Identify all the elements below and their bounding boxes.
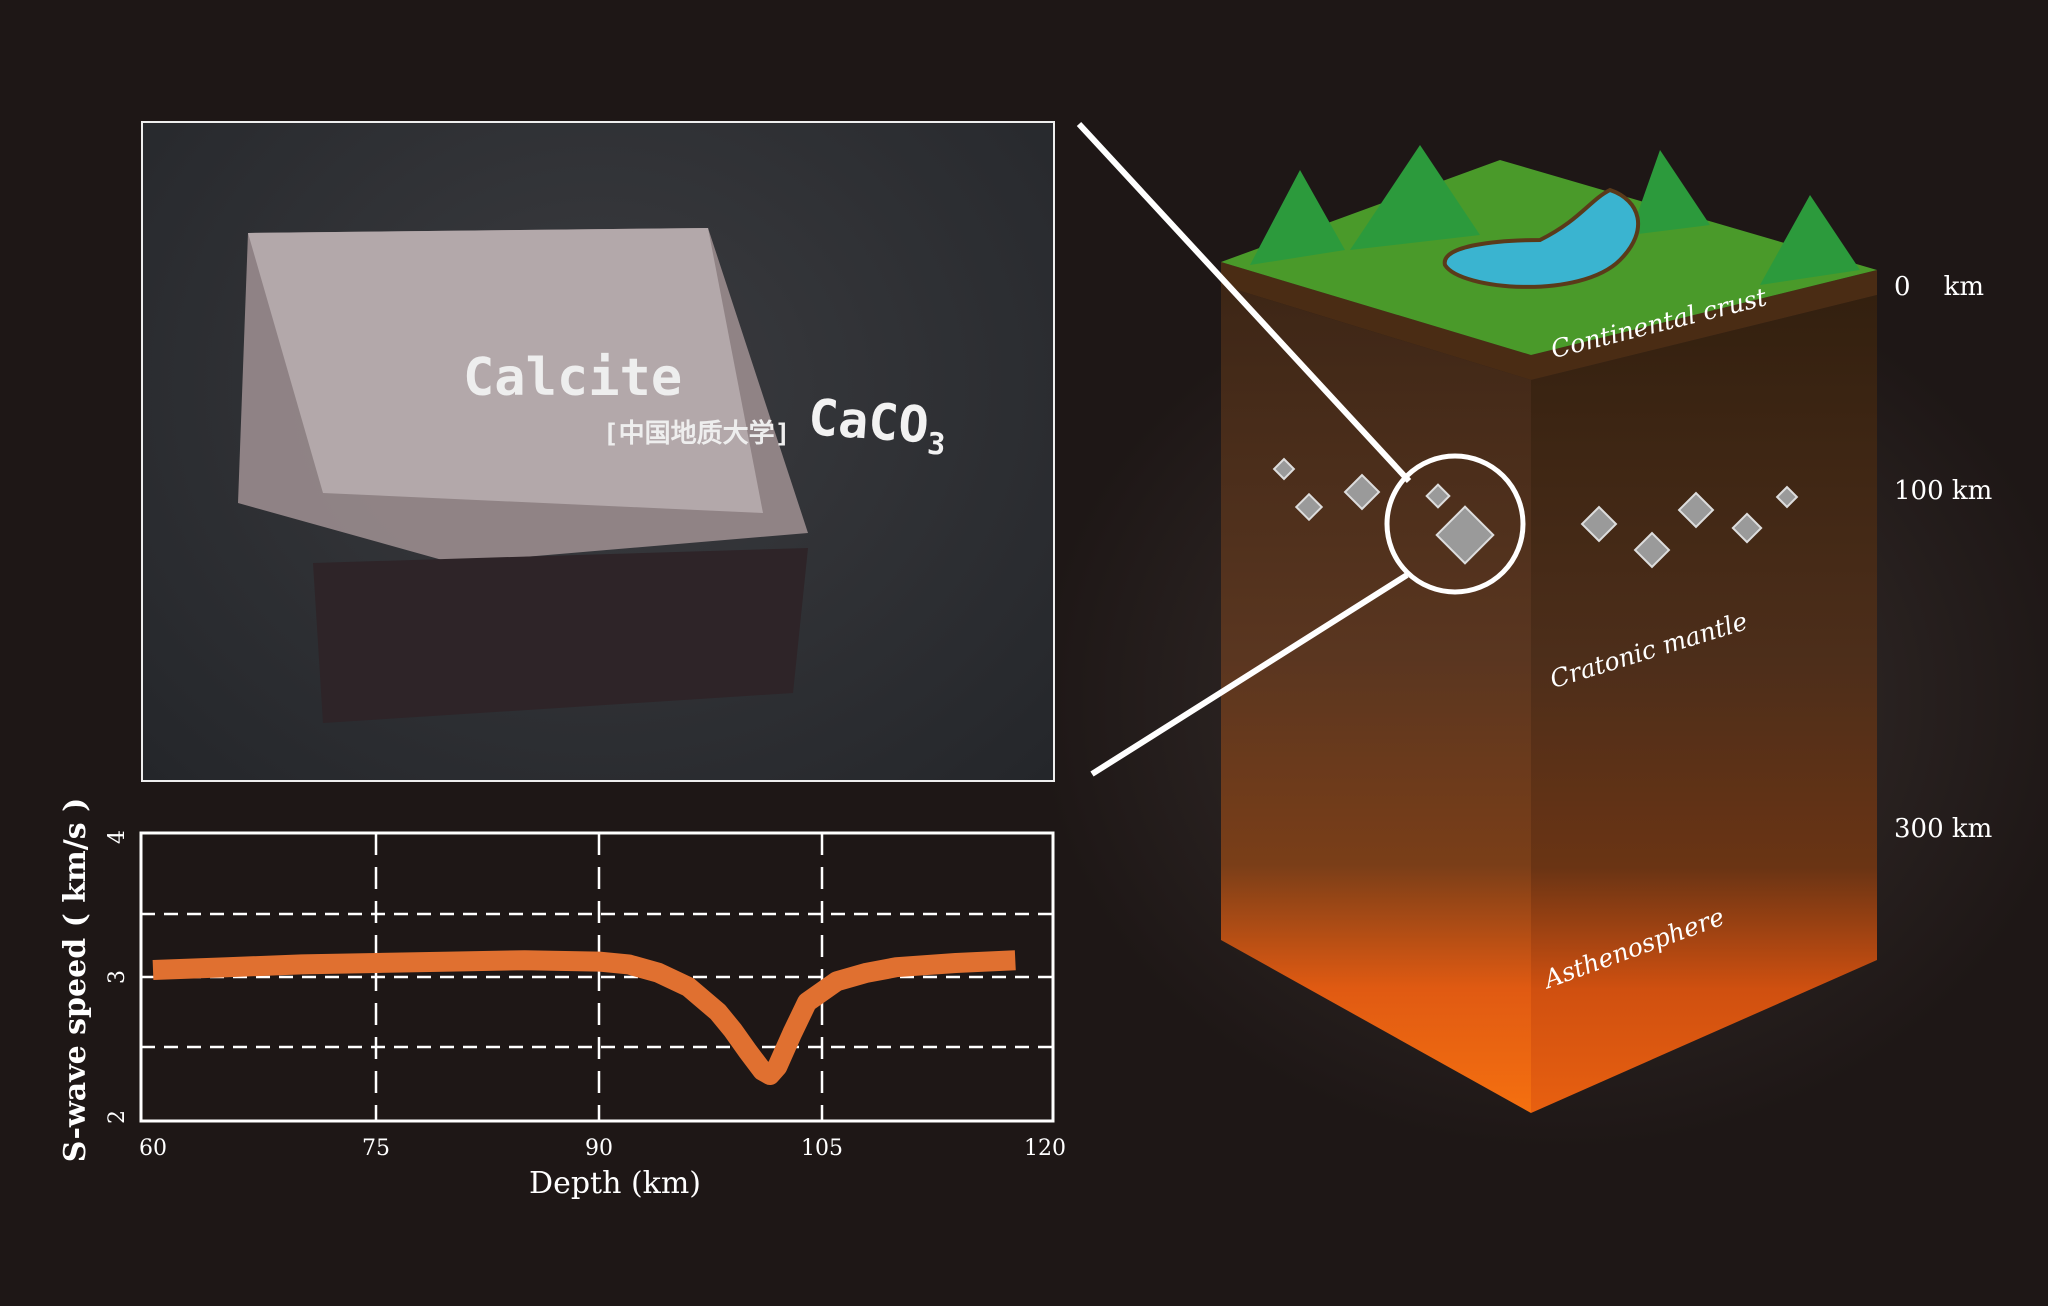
crystals (1272, 457, 1799, 569)
y-tick-label: 3 (105, 970, 130, 984)
x-axis-label: Depth (km) (529, 1166, 701, 1201)
x-tick-label: 60 (139, 1136, 167, 1161)
x-tick-label: 90 (585, 1136, 613, 1161)
x-tick-label: 120 (1024, 1136, 1066, 1161)
depth-label-100: 100 km (1894, 476, 1993, 506)
y-axis-label: S-wave speed ( km/s ) (58, 798, 93, 1163)
mountains (1250, 145, 1860, 285)
mineral-name: Calcite (463, 348, 683, 408)
institution-label: [中国地质大学] (603, 419, 791, 449)
y-tick-label: 4 (105, 830, 130, 844)
block-left-face (1221, 285, 1531, 1113)
s-wave-line (152, 950, 1016, 1085)
calcite-crystal (238, 228, 808, 723)
crust-band (1221, 262, 1877, 380)
y-tick-label: 2 (105, 1110, 130, 1124)
calcite-photo: Calcite [中国地质大学] CaCO3 (141, 121, 1055, 782)
x-tick-label: 75 (362, 1136, 390, 1161)
depth-label-0: 0 km (1894, 272, 1985, 302)
plot-frame (139, 831, 1055, 1123)
zoom-circle (1384, 453, 1526, 595)
depth-label-300: 300 km (1894, 814, 1993, 844)
x-tick-label: 105 (801, 1136, 843, 1161)
lake (1442, 187, 1640, 289)
